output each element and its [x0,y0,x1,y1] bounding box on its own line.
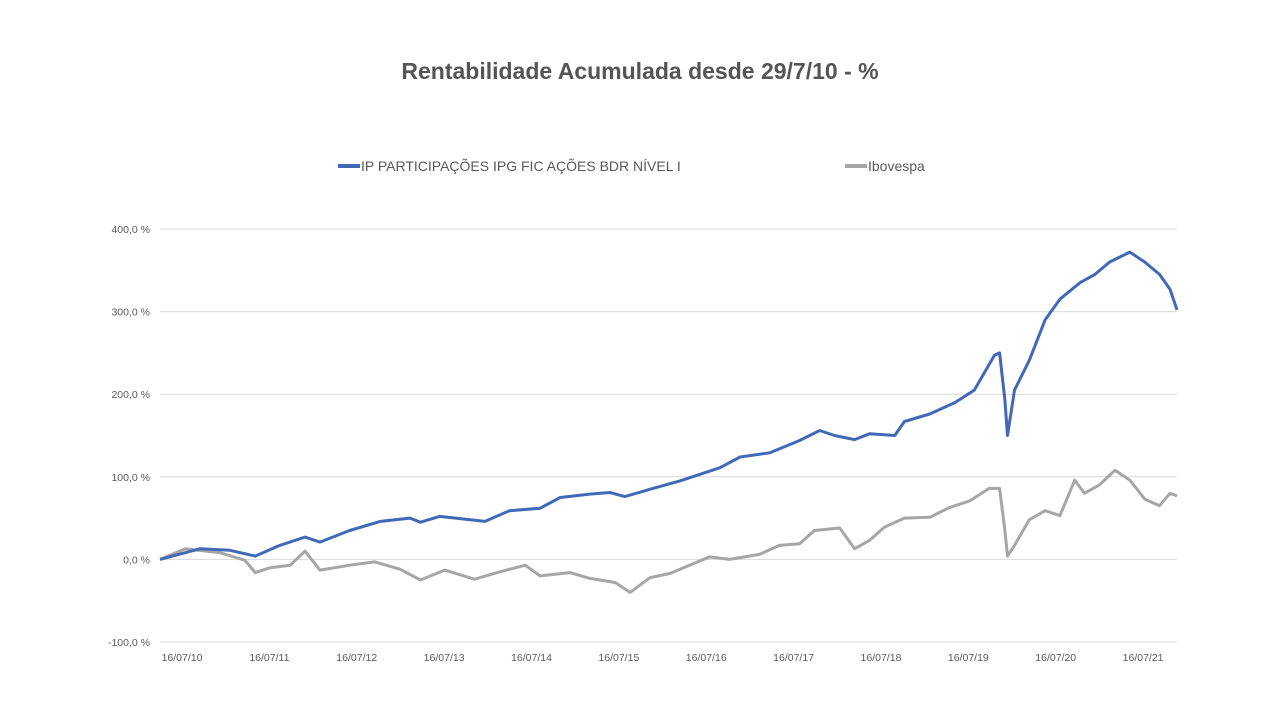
x-tick-label: 16/07/10 [162,652,203,664]
legend-item-ip-participacoes: IP PARTICIPAÇÕES IPG FIC AÇÕES BDR NÍVEL… [338,158,681,174]
x-tick-label: 16/07/13 [424,652,465,664]
series-line-ibovespa [159,468,1178,594]
y-tick-label: 300,0 % [111,307,150,319]
x-tick-label: 16/07/14 [511,652,552,664]
x-tick-label: 16/07/18 [861,652,902,664]
legend-label: Ibovespa [868,158,925,174]
x-tick-label: 16/07/16 [686,652,727,664]
x-tick-label: 16/07/17 [773,652,814,664]
legend-swatch-gray [845,164,867,168]
x-tick-label: 16/07/21 [1123,652,1164,664]
y-tick-label: -100,0 % [108,637,150,649]
legend-label: IP PARTICIPAÇÕES IPG FIC AÇÕES BDR NÍVEL… [361,158,681,174]
series-line-ip-participacoes [159,250,1179,561]
x-tick-label: 16/07/20 [1035,652,1076,664]
y-tick-label: 0,0 % [123,554,150,566]
x-tick-label: 16/07/19 [948,652,989,664]
x-tick-label: 16/07/15 [598,652,639,664]
y-tick-label: 100,0 % [111,472,150,484]
x-tick-label: 16/07/12 [336,652,377,664]
x-tick-label: 16/07/11 [249,652,289,664]
legend-swatch-blue [338,164,360,168]
chart-title: Rentabilidade Acumulada desde 29/7/10 - … [401,58,879,84]
legend-item-ibovespa: Ibovespa [845,158,925,174]
y-tick-label: 200,0 % [111,389,150,401]
y-tick-label: 400,0 % [111,224,150,236]
